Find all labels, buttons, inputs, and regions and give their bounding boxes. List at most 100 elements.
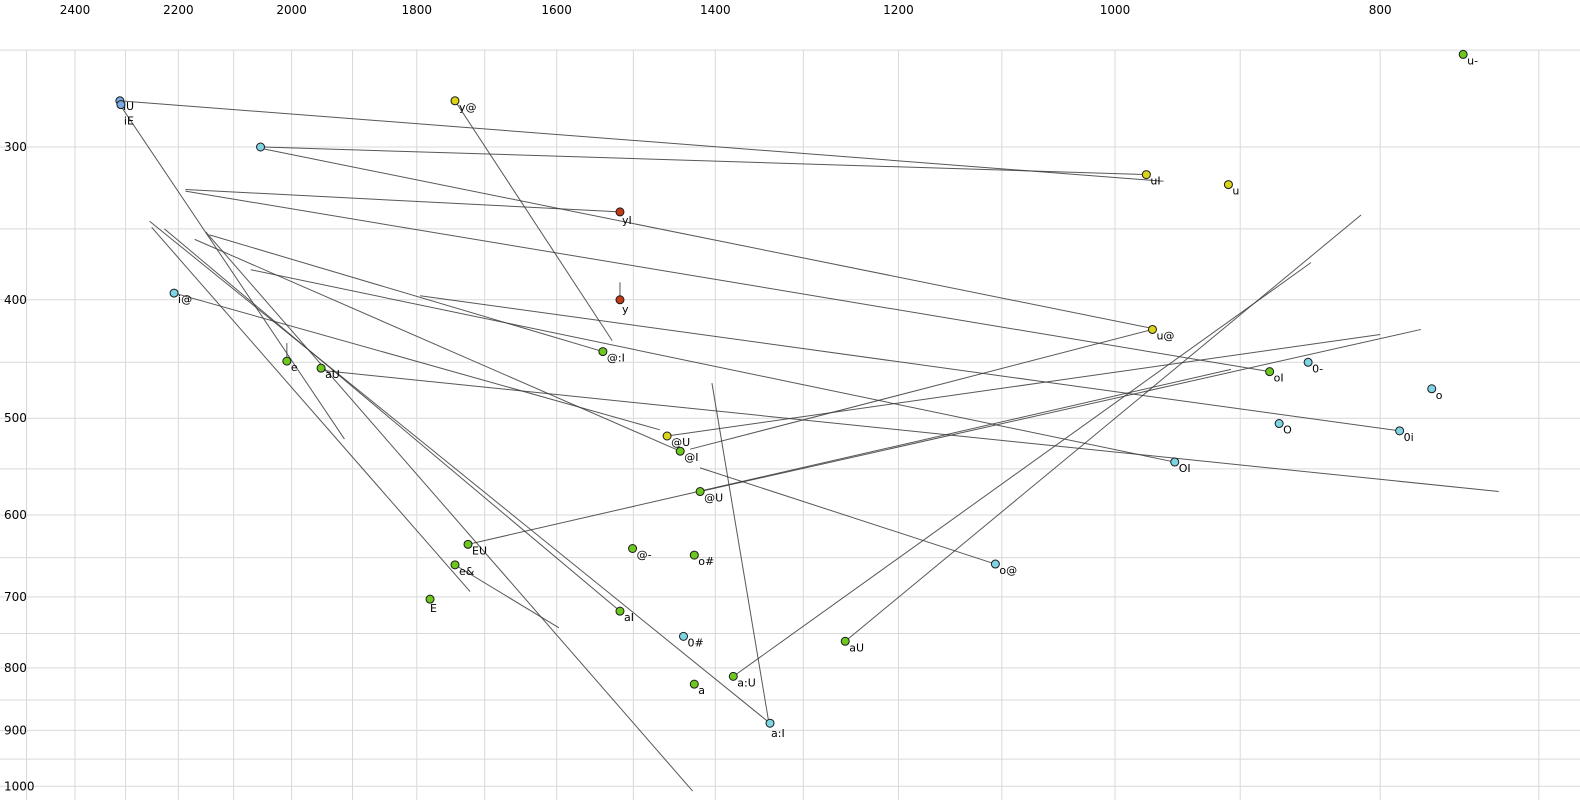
data-point-u@[interactable] — [1147, 324, 1157, 334]
x-tick-label: 2200 — [163, 3, 194, 17]
point-label: 0# — [688, 636, 704, 649]
point-label: @- — [637, 549, 652, 562]
data-point-@:I[interactable] — [598, 347, 608, 357]
point-label: aU — [325, 368, 340, 381]
point-label: EU — [472, 544, 487, 557]
point-label: @U — [671, 436, 690, 449]
data-point-y[interactable] — [615, 295, 625, 305]
data-point-oI[interactable] — [1265, 367, 1275, 377]
x-tick-label: 1600 — [541, 3, 572, 17]
data-point-@U[interactable] — [695, 487, 705, 497]
y-tick-label: 900 — [4, 723, 27, 737]
trajectory-line — [699, 467, 996, 565]
data-point-a:I[interactable] — [765, 718, 775, 728]
data-point-@-[interactable] — [628, 544, 638, 554]
data-point-aU[interactable] — [840, 636, 850, 646]
point-label: o — [1436, 389, 1443, 402]
point-label: u- — [1467, 54, 1478, 67]
data-point-0i[interactable] — [1395, 426, 1405, 436]
trajectory-line — [454, 100, 613, 341]
trajectory-line — [262, 146, 1147, 176]
data-point-aI[interactable] — [615, 606, 625, 616]
data-point-@U[interactable] — [662, 431, 672, 441]
data-point-u-[interactable] — [1458, 49, 1468, 59]
point-label: O — [1283, 424, 1292, 437]
point-label: aU — [849, 641, 864, 654]
trajectory-line — [164, 228, 621, 612]
point-label: o# — [698, 555, 714, 568]
point-label: iE — [124, 115, 134, 128]
data-point-0#[interactable] — [679, 631, 689, 641]
data-point-E[interactable] — [425, 594, 435, 604]
trajectory-line — [185, 189, 621, 213]
trajectory-line — [844, 214, 1362, 642]
trajectory-line — [151, 227, 471, 592]
y-tick-label: 300 — [4, 140, 27, 154]
data-point-O[interactable] — [1274, 419, 1284, 429]
trajectory-line — [467, 368, 1232, 545]
point-label: a:I — [771, 727, 785, 740]
data-point-e[interactable] — [282, 356, 292, 366]
point-label: e — [291, 361, 298, 374]
y-tick-label: 600 — [4, 508, 27, 522]
trajectory-line — [173, 292, 660, 431]
data-point-a[interactable] — [689, 679, 699, 689]
trajectory-line — [209, 234, 604, 353]
trajectory-line — [119, 100, 1164, 182]
trajectory-line — [119, 104, 345, 440]
data-point-o[interactable] — [1427, 384, 1437, 394]
y-tick-label: 1000 — [4, 779, 35, 793]
point-label: y — [622, 303, 629, 316]
point-label: o@ — [999, 564, 1017, 577]
data-point-0-[interactable] — [1303, 357, 1313, 367]
point-label: E — [430, 602, 437, 615]
trajectory-line — [149, 220, 771, 724]
trajectory-line — [700, 328, 1422, 493]
data-point-yI[interactable] — [615, 207, 625, 217]
x-tick-label: 800 — [1369, 3, 1392, 17]
data-point-e&[interactable] — [450, 560, 460, 570]
data-point-aU[interactable] — [316, 363, 326, 373]
point-label: a:U — [737, 676, 756, 689]
x-tick-label: 2400 — [60, 3, 91, 17]
trajectory-line — [732, 262, 1312, 677]
point-label: OI — [1179, 462, 1191, 475]
trajectory-line — [420, 295, 1400, 432]
data-point-@I[interactable] — [675, 446, 685, 456]
data-point-uI[interactable] — [1141, 170, 1151, 180]
data-point-unlabeled[interactable] — [256, 142, 266, 152]
trajectory-line — [322, 370, 1499, 493]
data-point-a:U[interactable] — [728, 671, 738, 681]
point-label: uI — [1150, 175, 1160, 188]
trajectory-line — [690, 328, 1153, 450]
trajectory-line — [711, 383, 769, 720]
point-label: aI — [624, 611, 634, 624]
y-tick-label: 400 — [4, 293, 27, 307]
point-label: e& — [459, 565, 475, 578]
data-point-o@[interactable] — [990, 559, 1000, 569]
point-label: i@ — [178, 293, 192, 306]
point-label: u — [1232, 185, 1239, 198]
data-point-y@[interactable] — [450, 96, 460, 106]
point-label: @I — [684, 451, 698, 464]
data-point-i@[interactable] — [169, 288, 179, 298]
data-point-u[interactable] — [1223, 180, 1233, 190]
x-tick-label: 1000 — [1100, 3, 1131, 17]
point-label: 0- — [1312, 362, 1323, 375]
trajectory-line — [194, 238, 681, 452]
y-tick-label: 500 — [4, 411, 27, 425]
data-point-EU[interactable] — [463, 539, 473, 549]
point-label: @U — [704, 492, 723, 505]
data-point-OI[interactable] — [1170, 457, 1180, 467]
trajectory-line — [250, 269, 1175, 463]
point-label: yI — [622, 214, 632, 227]
point-label: u@ — [1156, 329, 1174, 342]
x-tick-label: 1400 — [700, 3, 731, 17]
x-tick-label: 1200 — [883, 3, 914, 17]
data-point-o#[interactable] — [689, 550, 699, 560]
data-point-iE[interactable] — [116, 100, 126, 110]
point-label: a — [698, 684, 705, 697]
trajectory-line — [262, 148, 1152, 329]
